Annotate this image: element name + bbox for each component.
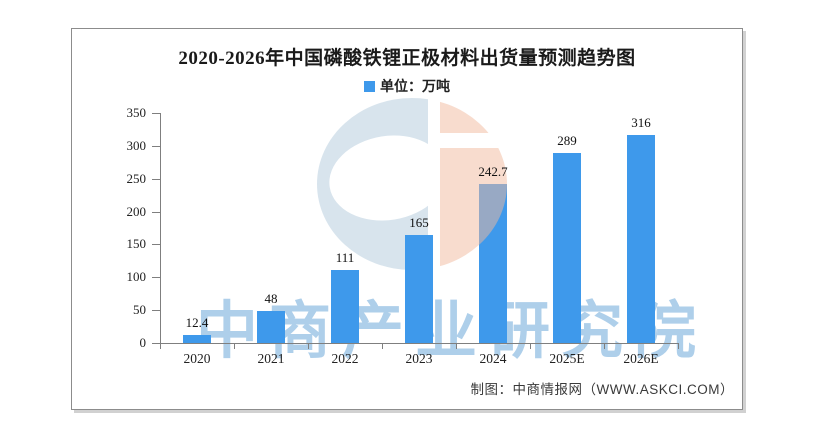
x-axis-tick (234, 344, 235, 349)
legend: 单位：万吨 (72, 78, 742, 94)
legend-swatch-icon (364, 80, 375, 92)
bar-value-label: 165 (409, 214, 429, 230)
y-tick-label: 150 (126, 236, 147, 252)
y-tick-label: 0 (139, 335, 147, 350)
x-axis-tick (604, 344, 605, 349)
bar (627, 135, 655, 343)
x-tick-label: 2020 (183, 351, 211, 366)
bar (405, 234, 433, 343)
x-tick-label: 2025E (549, 351, 585, 366)
x-tick-label: 2024 (479, 351, 507, 366)
x-axis-tick (456, 344, 457, 349)
y-tick-label: 100 (126, 269, 147, 285)
x-axis-tick (160, 344, 161, 349)
legend-label: 单位：万吨 (380, 78, 450, 94)
bar-value-label: 48 (264, 291, 278, 307)
y-axis-tick (152, 310, 160, 312)
x-axis-tick (678, 344, 679, 349)
y-axis-tick (152, 211, 160, 213)
x-tick-label: 2023 (405, 351, 433, 366)
bar (553, 153, 581, 343)
y-tick-label: 350 (126, 105, 147, 120)
x-axis-line (160, 343, 679, 344)
x-tick-label: 2026E (623, 351, 659, 366)
y-tick-label: 50 (133, 302, 146, 318)
y-axis-tick (152, 145, 160, 147)
x-axis-tick (308, 344, 309, 349)
bar-value-label: 242.7 (478, 163, 508, 179)
x-tick-label: 2021 (257, 351, 285, 366)
source-credit: 制图：中商情报网（WWW.ASKCI.COM） (470, 382, 734, 397)
watermark-logo-icon (317, 98, 447, 270)
chart-title: 2020-2026年中国磷酸铁锂正极材料出货量预测趋势图 (178, 48, 636, 69)
y-tick-label: 250 (126, 170, 147, 186)
x-tick-label: 2022 (331, 351, 359, 366)
bar-value-label: 289 (557, 133, 577, 149)
x-axis-tick (382, 344, 383, 349)
bar (479, 183, 507, 343)
y-axis-tick (152, 343, 160, 344)
bar-value-label: 316 (631, 115, 651, 131)
y-axis-tick (152, 113, 160, 114)
y-tick-label: 300 (126, 137, 147, 153)
y-axis-line (160, 113, 161, 343)
y-axis-tick (152, 244, 160, 246)
y-axis-tick (152, 277, 160, 279)
x-axis-tick (530, 344, 531, 349)
bar (183, 334, 211, 343)
bar-value-label: 12.4 (185, 314, 209, 330)
y-axis-tick (152, 178, 160, 180)
bar (257, 311, 285, 343)
y-tick-label: 200 (126, 203, 147, 219)
bar-value-label: 111 (335, 250, 355, 266)
bar (331, 270, 359, 343)
